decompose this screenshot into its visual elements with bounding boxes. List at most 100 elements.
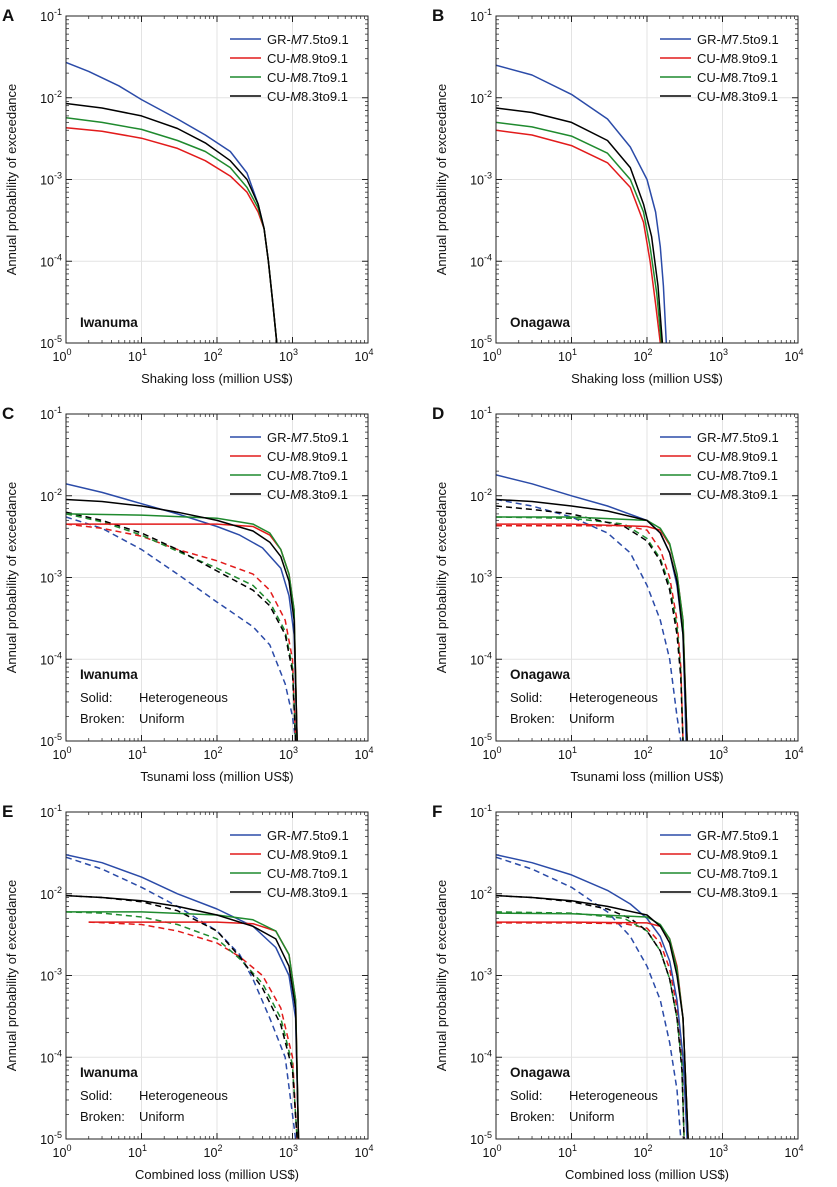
legend-label: CU-M8.3to9.1 — [267, 487, 348, 502]
x-tick-label: 103 — [279, 745, 298, 762]
series-line-cu-m8-7to9-1-solid — [496, 912, 689, 1139]
y-tick-label: 10-5 — [470, 1130, 492, 1147]
y-tick-label: 10-3 — [470, 171, 492, 188]
note-value: Uniform — [139, 711, 185, 726]
tick-exponent: -3 — [54, 569, 62, 579]
series-line-gr-m7-5to9-1-solid — [66, 61, 278, 343]
x-tick-label: 103 — [279, 347, 298, 364]
tick-base: 10 — [558, 350, 572, 364]
legend-note-solid: Solid: Heterogeneous — [510, 690, 658, 705]
legend-magnitude: M — [720, 866, 731, 881]
tick-exponent: 3 — [723, 347, 728, 357]
plot-frame — [495, 811, 799, 1140]
series-line-cu-m8-9to9-1-solid — [496, 523, 688, 741]
legend-prefix: CU- — [697, 487, 720, 502]
tick-base: 10 — [40, 888, 54, 902]
tick-base: 10 — [40, 806, 54, 820]
tick-base: 10 — [53, 748, 67, 762]
tick-exponent: -1 — [54, 405, 62, 415]
legend-magnitude: M — [721, 430, 732, 445]
legend-prefix: GR- — [267, 32, 291, 47]
tick-exponent: -2 — [484, 89, 492, 99]
legend-label: GR-M7.5to9.1 — [697, 430, 779, 445]
x-tick-label: 103 — [279, 1143, 298, 1160]
legend-magnitude: M — [721, 828, 732, 843]
legend-magnitude: M — [720, 51, 731, 66]
tick-exponent: -5 — [54, 1130, 62, 1140]
tick-base: 10 — [709, 748, 723, 762]
panel-label: C — [2, 404, 14, 423]
legend-suffix: 8.7to9.1 — [731, 866, 778, 881]
tick-exponent: 1 — [572, 745, 577, 755]
x-tick-label: 100 — [483, 745, 502, 762]
legend-magnitude: M — [290, 885, 301, 900]
y-tick-label: 10-2 — [40, 487, 62, 504]
series-line-gr-m7-5to9-1-solid — [496, 64, 668, 343]
legend-suffix: 7.5to9.1 — [302, 430, 349, 445]
tick-base: 10 — [470, 888, 484, 902]
y-tick-label: 10-1 — [40, 405, 62, 422]
plot-frame — [65, 811, 369, 1140]
tick-exponent: 1 — [142, 745, 147, 755]
site-label: Onagawa — [510, 667, 571, 682]
note-value: Uniform — [569, 1109, 615, 1124]
legend-label: CU-M8.3to9.1 — [697, 885, 778, 900]
y-tick-label: 10-5 — [40, 1130, 62, 1147]
series-line-cu-m8-9to9-1-solid — [496, 921, 689, 1139]
plot-frame — [65, 413, 369, 742]
site-label: Iwanuma — [80, 667, 138, 682]
legend-suffix: 8.7to9.1 — [731, 468, 778, 483]
y-tick-label: 10-1 — [40, 803, 62, 820]
y-tick-label: 10-1 — [40, 7, 62, 24]
y-tick-label: 10-5 — [470, 334, 492, 351]
y-tick-label: 10-5 — [40, 732, 62, 749]
series-line-cu-m8-9to9-1-solid — [496, 129, 662, 343]
tick-exponent: -5 — [484, 732, 492, 742]
tick-exponent: -2 — [54, 487, 62, 497]
x-tick-label: 102 — [204, 1143, 223, 1160]
site-label: Onagawa — [510, 1065, 571, 1080]
x-tick-label: 104 — [355, 347, 374, 364]
series-line-cu-m8-7to9-1-dashed — [496, 516, 684, 741]
tick-base: 10 — [470, 970, 484, 984]
x-axis-title: Tsunami loss (million US$) — [140, 769, 293, 784]
legend-prefix: CU- — [697, 51, 720, 66]
tick-base: 10 — [204, 748, 218, 762]
legend-suffix: 7.5to9.1 — [732, 430, 779, 445]
legend-suffix: 8.3to9.1 — [301, 487, 348, 502]
tick-base: 10 — [634, 350, 648, 364]
legend-prefix: GR- — [697, 828, 721, 843]
legend-suffix: 8.7to9.1 — [301, 866, 348, 881]
legend-magnitude: M — [290, 70, 301, 85]
legend-magnitude: M — [720, 449, 731, 464]
series-line-gr-m7-5to9-1-dashed — [66, 516, 297, 741]
tick-exponent: 0 — [66, 347, 71, 357]
tick-base: 10 — [470, 1133, 484, 1147]
tick-exponent: -2 — [484, 487, 492, 497]
legend: GR-M7.5to9.1CU-M8.9to9.1CU-M8.7to9.1CU-M… — [660, 828, 779, 900]
series-group — [66, 483, 298, 741]
y-tick-label: 10-2 — [470, 89, 492, 106]
tick-base: 10 — [279, 748, 293, 762]
tick-exponent: 3 — [723, 1143, 728, 1153]
legend-note-solid: Solid: Heterogeneous — [510, 1088, 658, 1103]
tick-exponent: -5 — [484, 1130, 492, 1140]
legend-prefix: CU- — [267, 847, 290, 862]
panel-e: 100 101 102 103 10410-110-210-310-410-5Combi… — [2, 802, 373, 1182]
legend-suffix: 8.9to9.1 — [731, 51, 778, 66]
legend-suffix: 8.9to9.1 — [301, 449, 348, 464]
tick-exponent: -4 — [54, 252, 62, 262]
tick-base: 10 — [558, 1146, 572, 1160]
tick-base: 10 — [40, 490, 54, 504]
x-tick-label: 102 — [204, 347, 223, 364]
legend-suffix: 8.9to9.1 — [731, 847, 778, 862]
legend-label: GR-M7.5to9.1 — [267, 828, 349, 843]
note-key: Broken: — [510, 711, 555, 726]
tick-exponent: 3 — [293, 745, 298, 755]
legend-prefix: CU- — [267, 885, 290, 900]
legend-label: GR-M7.5to9.1 — [267, 430, 349, 445]
tick-base: 10 — [470, 572, 484, 586]
y-tick-label: 10-4 — [470, 252, 492, 269]
tick-exponent: 1 — [572, 1143, 577, 1153]
tick-exponent: -4 — [54, 1048, 62, 1058]
